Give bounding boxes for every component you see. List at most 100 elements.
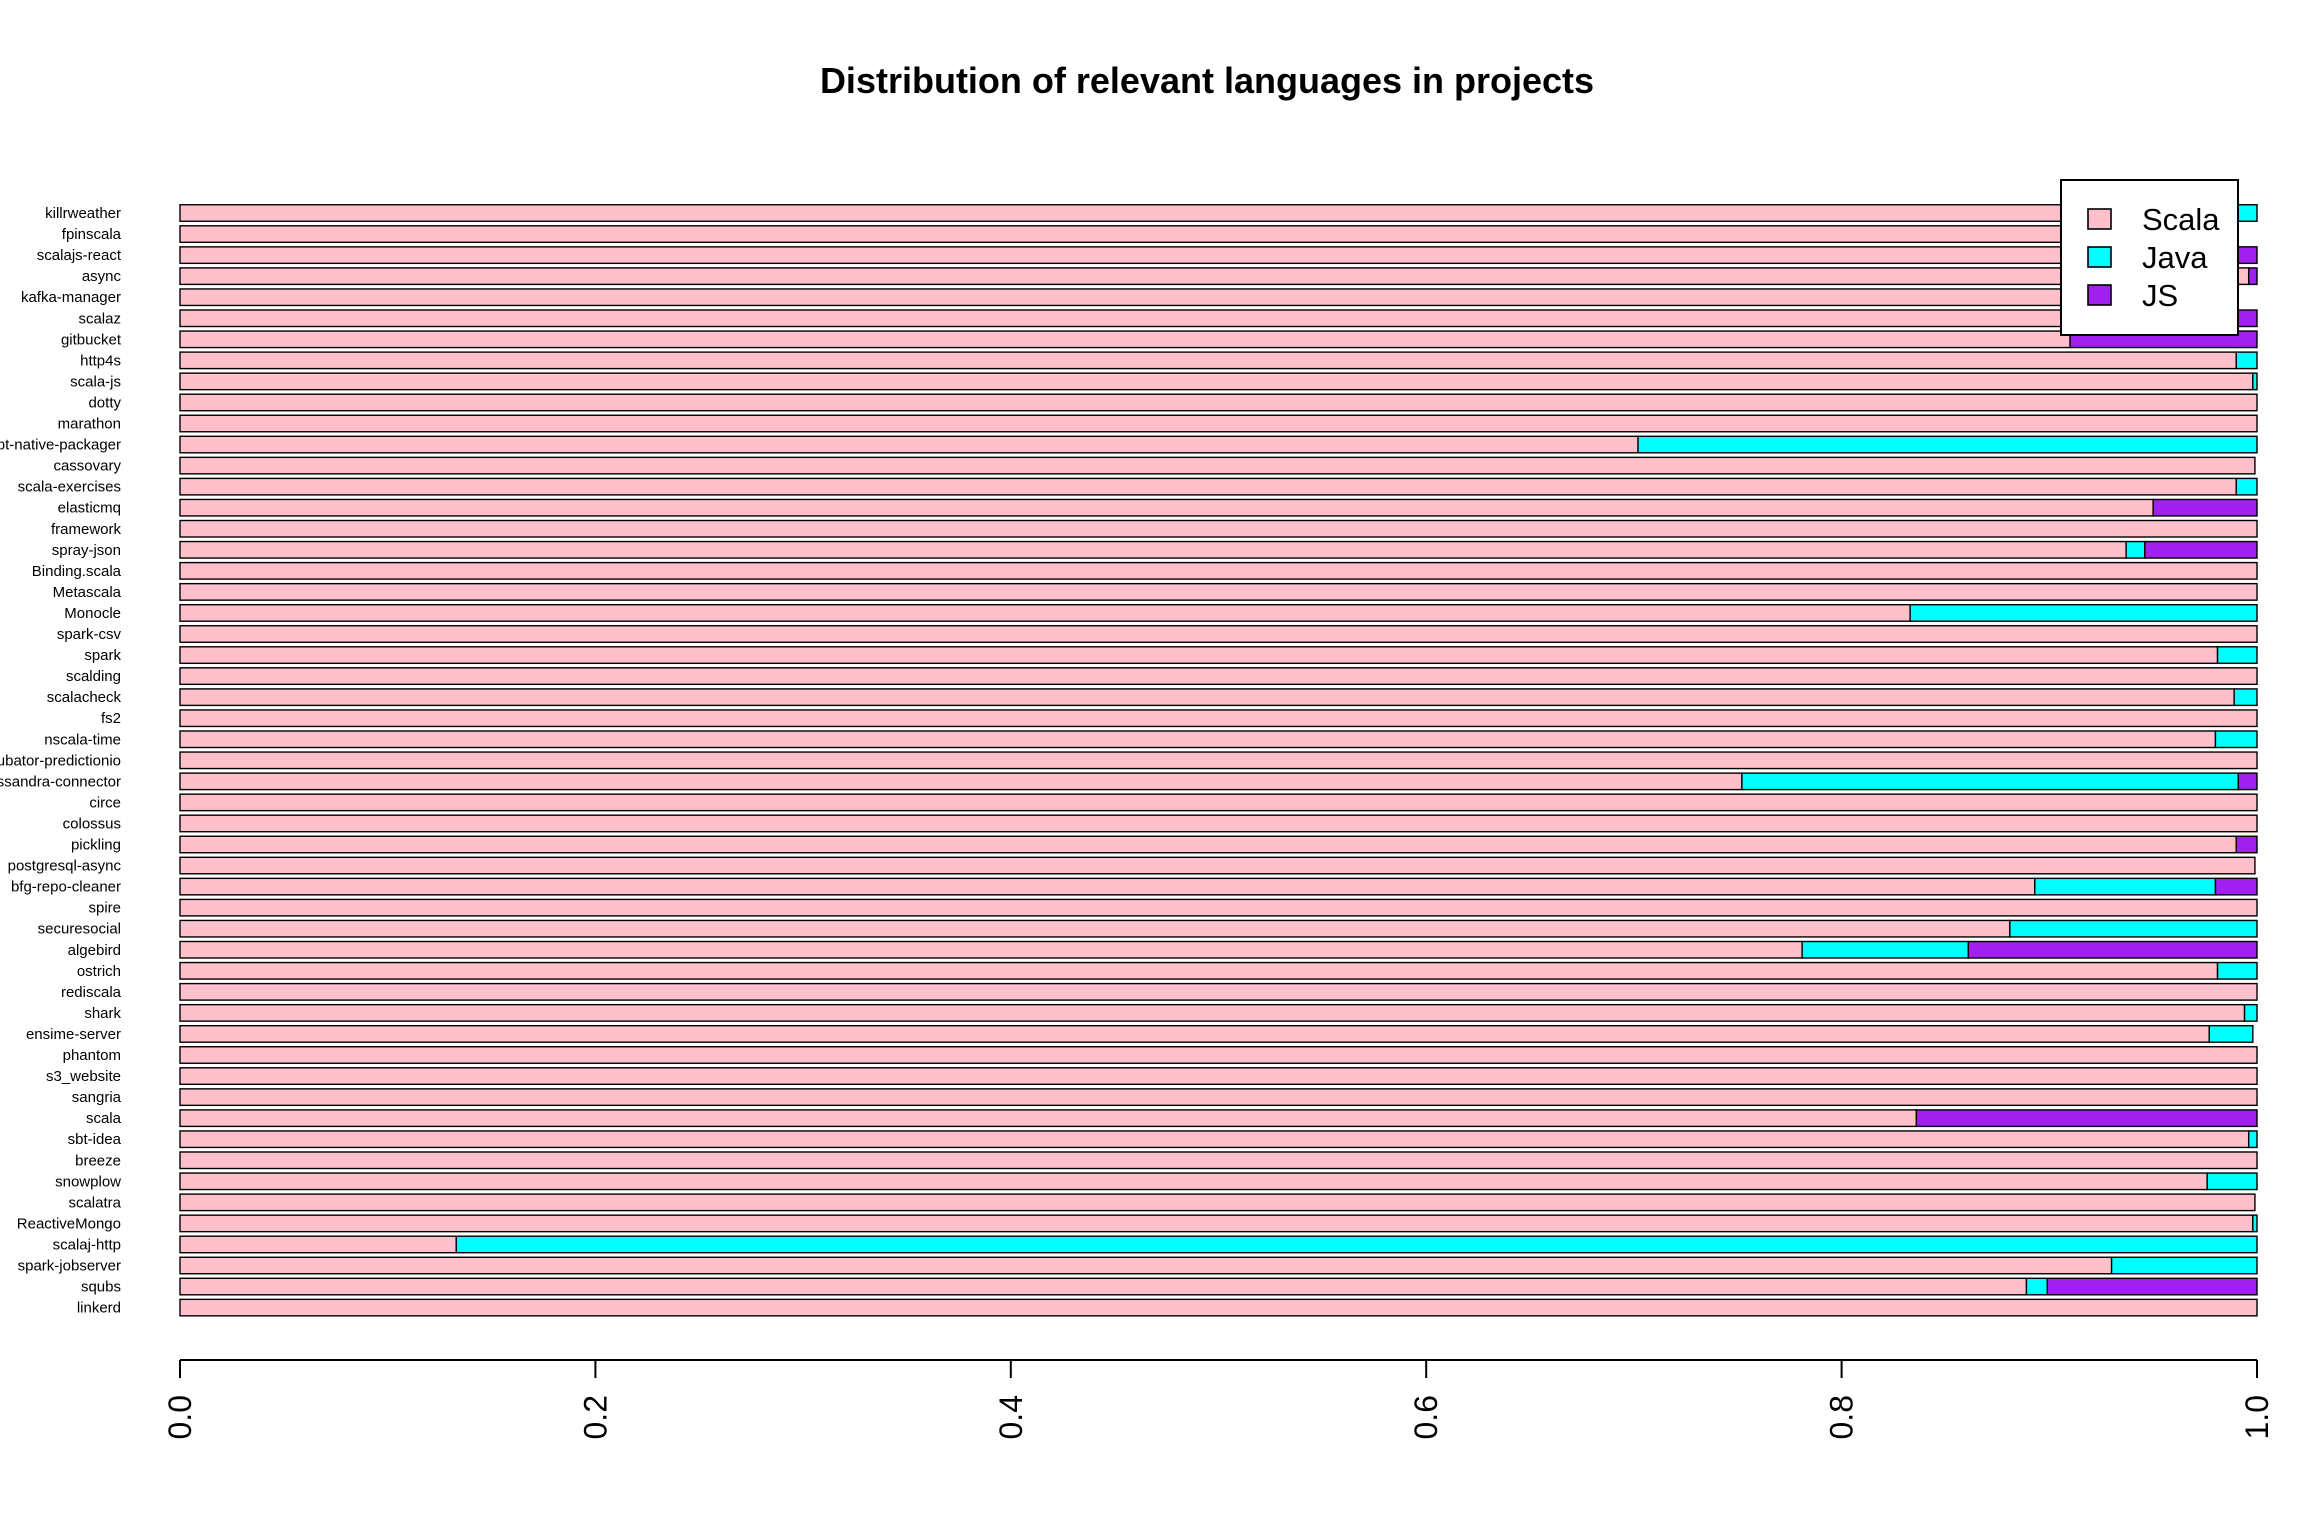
category-label: killrweather [45, 205, 121, 222]
bar-segment-java [1801, 940, 1969, 959]
bar-segment-scala [179, 519, 2258, 538]
bar-segment-java [1637, 435, 2258, 454]
bar-segment-scala [179, 646, 2219, 664]
bar-segment-scala [179, 667, 2258, 686]
x-tick-label: 0.2 [577, 1395, 613, 1439]
bar-segment-scala [179, 498, 2154, 517]
category-label: phantom [63, 1047, 121, 1064]
bar-segment-scala [179, 772, 1743, 791]
bar-segment-scala [179, 856, 2256, 875]
x-axis: 0.0 0.2 0.4 0.6 0.8 1.0 [162, 1359, 2275, 1439]
category-label: ensime-server [26, 1026, 121, 1043]
category-label: scala-js [70, 373, 121, 390]
bar-segment-scala [179, 625, 2258, 643]
bar-segment-scala [179, 1256, 2113, 1275]
category-label: marathon [58, 416, 121, 433]
category-label: securesocial [38, 921, 121, 938]
bar-segment-java [2235, 204, 2258, 222]
bar-segment-java [2216, 646, 2258, 664]
bar-segment-scala [179, 225, 2237, 244]
bar-segment-scala [179, 1277, 2028, 1296]
bar-segment-scala [179, 1172, 2208, 1191]
bar-segment-js [1967, 940, 2258, 959]
category-label: Monocle [64, 605, 121, 622]
category-label: scala [86, 1110, 122, 1127]
bar-segment-java [2034, 877, 2217, 896]
legend-box [2060, 179, 2239, 336]
legend-label-js: JS [2142, 278, 2178, 313]
bar-segment-scala [179, 561, 2258, 580]
category-label: async [82, 268, 122, 285]
bar-segment-scala [179, 1109, 1918, 1128]
category-label: ReactiveMongo [17, 1215, 121, 1232]
bar-segment-js [2214, 877, 2258, 896]
bar-segment-scala [179, 1130, 2250, 1149]
bar-segment-scala [179, 919, 2011, 938]
bar-segment-scala [179, 709, 2258, 728]
bar-segment-java [455, 1235, 2258, 1254]
x-tick-label: 0.8 [1824, 1395, 1860, 1439]
category-label: dotty [88, 394, 121, 411]
category-label: framework [51, 521, 122, 538]
bar-segment-java [1909, 604, 2258, 622]
x-tick-label: 0.4 [993, 1395, 1029, 1439]
bar-segment-java [2252, 372, 2258, 391]
category-label: spark-csv [57, 626, 122, 643]
bar-segment-java [2125, 540, 2146, 559]
bar-segment-scala [179, 1193, 2256, 1212]
category-label: cassovary [53, 458, 121, 475]
bar-segment-java [2214, 730, 2258, 749]
bar-segment-scala [179, 1046, 2258, 1064]
category-label: http4s [80, 352, 121, 369]
category-label: nscala-time [44, 731, 121, 748]
bar-segment-scala [179, 204, 2237, 222]
bar-segment-java [1741, 772, 2240, 791]
bar-segment-scala [179, 1298, 2258, 1317]
category-label: circe [89, 794, 121, 811]
category-label: rediscala [61, 984, 122, 1001]
bar-segment-js [2144, 540, 2258, 559]
category-label: Metascala [53, 584, 122, 601]
bar-segment-java [2235, 477, 2258, 496]
category-labels: killrweather fpinscala scalajs-react async k… [0, 205, 122, 1317]
bar-segment-scala [179, 793, 2258, 812]
bar-segment-scala [179, 1024, 2210, 1043]
bar-segment-js [2237, 772, 2258, 791]
bar-segment-scala [179, 604, 1911, 622]
x-tick-label: 0.6 [1408, 1395, 1444, 1439]
bar-segment-js [2046, 1277, 2258, 1296]
category-label: sbt-idea [68, 1131, 122, 1148]
category-label: scalding [66, 668, 121, 685]
bar-segment-scala [179, 814, 2258, 833]
bar-segment-scala [179, 309, 2237, 328]
category-label: colossus [63, 815, 121, 832]
bar-segment-scala [179, 540, 2127, 559]
bar-segment-js [2235, 309, 2258, 328]
legend-swatch-js [2087, 284, 2112, 306]
bar-segment-scala [179, 393, 2258, 412]
bar-segment-scala [179, 246, 2237, 265]
bar-segment-scala [179, 1088, 2258, 1107]
bar-segment-scala [179, 1235, 457, 1254]
bar-segment-scala [179, 456, 2256, 475]
category-label: kafka-manager [21, 289, 121, 306]
category-label: spray-json [52, 542, 121, 559]
category-label: sangria [72, 1089, 122, 1106]
bar-segment-scala [179, 372, 2254, 391]
bar-segment-scala [179, 1151, 2258, 1170]
category-label: bfg-repo-cleaner [11, 879, 121, 896]
category-label: sbt-native-packager [0, 437, 121, 454]
category-label: scalajs-react [37, 247, 122, 264]
bar-segment-java [2110, 1256, 2258, 1275]
bar-segment-scala [179, 730, 2217, 749]
category-label: linkerd [77, 1300, 121, 1317]
bar-segment-scala [179, 1067, 2258, 1086]
category-label: spark [84, 647, 121, 664]
category-label: incubator-predictionio [0, 752, 121, 769]
bar-segment-js [2152, 498, 2258, 517]
bar-segment-scala [179, 961, 2219, 980]
bar-segment-scala [179, 940, 1803, 959]
category-label: snowplow [55, 1173, 121, 1190]
bar-segment-js [1915, 1109, 2258, 1128]
